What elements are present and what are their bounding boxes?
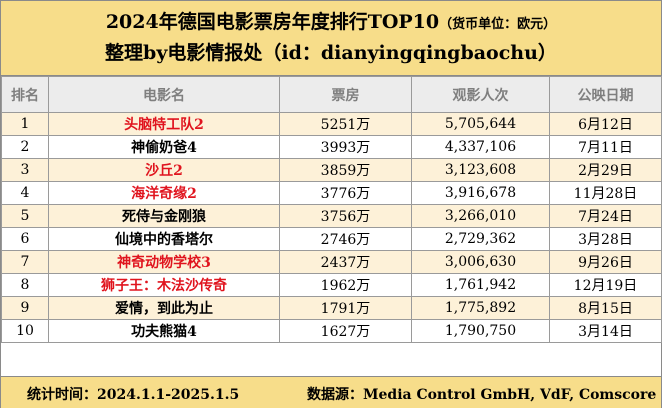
release-date-cell: 11月28日 xyxy=(549,181,662,205)
table-row: 9 爱情，到此为止 1791万 1,775,892 8月15日 xyxy=(1,296,662,320)
movie-title-cell: 爱情，到此为止 xyxy=(48,296,280,320)
admissions-cell: 1,761,942 xyxy=(411,273,550,297)
gross-cell: 3756万 xyxy=(279,204,412,228)
release-date-cell: 3月14日 xyxy=(549,319,662,343)
rank-cell: 5 xyxy=(1,204,49,228)
page-title: 2024年德国电影票房年度排行TOP10 xyxy=(105,11,440,33)
rank-cell: 6 xyxy=(1,227,49,251)
table-row: 3 沙丘2 3859万 3,123,608 2月29日 xyxy=(1,158,662,182)
table-row: 7 神奇动物学校3 2437万 3,006,630 9月26日 xyxy=(1,250,662,274)
rank-cell: 1 xyxy=(1,112,49,136)
gross-cell: 3776万 xyxy=(279,181,412,205)
admissions-cell: 3,266,010 xyxy=(411,204,550,228)
gross-cell: 3859万 xyxy=(279,158,412,182)
release-date-cell: 7月24日 xyxy=(549,204,662,228)
release-date-cell: 6月12日 xyxy=(549,112,662,136)
table-row: 6 仙境中的香塔尔 2746万 2,729,362 3月28日 xyxy=(1,227,662,251)
page-subtitle: 整理by电影情报处（id：dianyingqingbaochu） xyxy=(105,42,557,64)
currency-note: （货币单位：欧元） xyxy=(439,17,557,32)
admissions-cell: 2,729,362 xyxy=(411,227,550,251)
header-banner: 2024年德国电影票房年度排行TOP10（货币单位：欧元） 整理by电影情报处（… xyxy=(1,1,661,76)
admissions-cell: 3,006,630 xyxy=(411,250,550,274)
table-row: 2 神偷奶爸4 3993万 4,337,106 7月11日 xyxy=(1,135,662,159)
movie-title-cell: 死侍与金刚狼 xyxy=(48,204,280,228)
admissions-cell: 5,705,644 xyxy=(411,112,550,136)
rank-cell: 8 xyxy=(1,273,49,297)
rank-cell: 9 xyxy=(1,296,49,320)
admissions-cell: 4,337,106 xyxy=(411,135,550,159)
rank-cell: 10 xyxy=(1,319,49,343)
table-row: 10 功夫熊猫4 1627万 1,790,750 3月14日 xyxy=(1,319,662,343)
gross-cell: 3993万 xyxy=(279,135,412,159)
table-row: 4 海洋奇缘2 3776万 3,916,678 11月28日 xyxy=(1,181,662,205)
movie-title-cell: 狮子王：木法沙传奇 xyxy=(48,273,280,297)
col-header-admissions: 观影人次 xyxy=(411,76,550,113)
movie-title-cell: 功夫熊猫4 xyxy=(48,319,280,343)
col-header-release-date: 公映日期 xyxy=(549,76,662,113)
release-date-cell: 9月26日 xyxy=(549,250,662,274)
gross-cell: 2746万 xyxy=(279,227,412,251)
data-source: 数据源：Media Control GmbH, VdF, Comscore xyxy=(307,387,657,403)
admissions-cell: 3,123,608 xyxy=(411,158,550,182)
title-line: 2024年德国电影票房年度排行TOP10（货币单位：欧元） xyxy=(1,1,661,38)
gross-cell: 2437万 xyxy=(279,250,412,274)
col-header-rank: 排名 xyxy=(1,76,49,113)
table-row: 8 狮子王：木法沙传奇 1962万 1,761,942 12月19日 xyxy=(1,273,662,297)
box-office-table: 排名 电影名 票房 观影人次 公映日期 1 头脑特工队2 5251万 5,705,64… xyxy=(1,76,662,343)
release-date-cell: 2月29日 xyxy=(549,158,662,182)
admissions-cell: 1,775,892 xyxy=(411,296,550,320)
gross-cell: 1791万 xyxy=(279,296,412,320)
gross-cell: 1962万 xyxy=(279,273,412,297)
movie-title-cell: 头脑特工队2 xyxy=(48,112,280,136)
col-header-title: 电影名 xyxy=(48,76,280,113)
release-date-cell: 3月28日 xyxy=(549,227,662,251)
movie-title-cell: 神偷奶爸4 xyxy=(48,135,280,159)
rank-cell: 3 xyxy=(1,158,49,182)
movie-title-cell: 沙丘2 xyxy=(48,158,280,182)
movie-title-cell: 海洋奇缘2 xyxy=(48,181,280,205)
release-date-cell: 12月19日 xyxy=(549,273,662,297)
gross-cell: 5251万 xyxy=(279,112,412,136)
admissions-cell: 1,790,750 xyxy=(411,319,550,343)
table-row: 1 头脑特工队2 5251万 5,705,644 6月12日 xyxy=(1,112,662,136)
movie-title-cell: 仙境中的香塔尔 xyxy=(48,227,280,251)
release-date-cell: 8月15日 xyxy=(549,296,662,320)
movie-title-cell: 神奇动物学校3 xyxy=(48,250,280,274)
table-row: 5 死侍与金刚狼 3756万 3,266,010 7月24日 xyxy=(1,204,662,228)
rank-cell: 2 xyxy=(1,135,49,159)
gross-cell: 1627万 xyxy=(279,319,412,343)
admissions-cell: 3,916,678 xyxy=(411,181,550,205)
rank-cell: 4 xyxy=(1,181,49,205)
footer-bar: 统计时间：2024.1.1-2025.1.5 数据源：Media Control… xyxy=(1,376,661,408)
table-header-row: 排名 电影名 票房 观影人次 公映日期 xyxy=(1,76,662,113)
col-header-gross: 票房 xyxy=(279,76,412,113)
stat-period: 统计时间：2024.1.1-2025.1.5 xyxy=(27,387,240,403)
release-date-cell: 7月11日 xyxy=(549,135,662,159)
rank-cell: 7 xyxy=(1,250,49,274)
